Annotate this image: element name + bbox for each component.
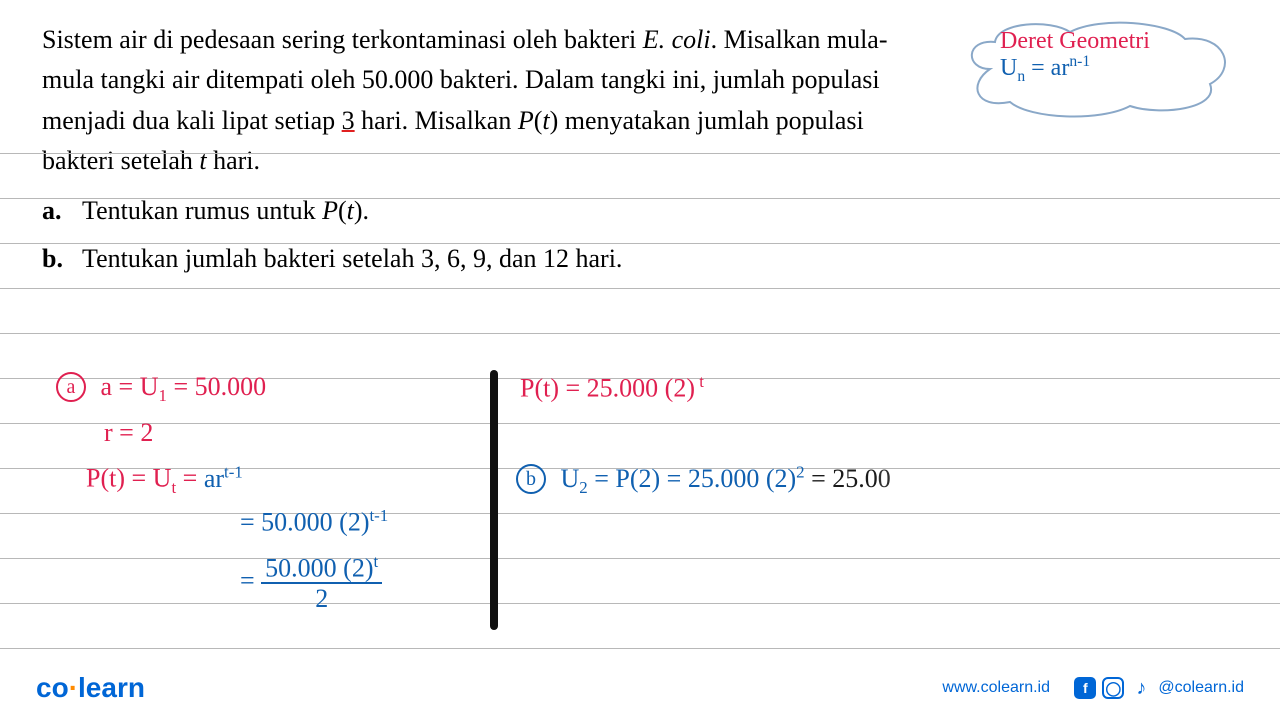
work-a-line5: = 50.000 (2)t 2 — [240, 554, 382, 612]
rule-line — [0, 423, 1280, 424]
cloud-line2: Un = arn-1 — [1000, 53, 1150, 86]
rule-line — [0, 513, 1280, 514]
rule-line — [0, 153, 1280, 154]
tiktok-icon[interactable]: ♪ — [1130, 677, 1152, 699]
concept-cloud: Deret Geometri Un = arn-1 — [960, 14, 1240, 114]
circle-b-icon: b — [516, 464, 546, 494]
work-result-pt: P(t) = 25.000 (2) t — [520, 372, 704, 404]
problem-text: Sistem air di pedesaan sering terkontami… — [42, 20, 932, 280]
work-a-line2: r = 2 — [104, 418, 153, 448]
work-b-line1: b U2 = P(2) = 25.000 (2)2 = 25.00 — [516, 462, 891, 498]
rule-line — [0, 243, 1280, 244]
item-b-label: b. — [42, 239, 64, 279]
instagram-icon[interactable]: ◯ — [1102, 677, 1124, 699]
colearn-logo: co·learn — [36, 672, 145, 704]
footer-handle[interactable]: @colearn.id — [1158, 679, 1244, 697]
column-divider — [490, 370, 498, 630]
cloud-line1: Deret Geometri — [1000, 28, 1150, 55]
work-a-line1: a a = U1 = 50.000 — [56, 372, 266, 406]
item-b-text: Tentukan jumlah bakteri setelah 3, 6, 9,… — [82, 239, 622, 279]
rule-line — [0, 603, 1280, 604]
rule-line — [0, 648, 1280, 649]
work-a-line4: = 50.000 (2)t-1 — [240, 506, 388, 538]
footer-url[interactable]: www.colearn.id — [942, 679, 1050, 697]
work-a-line3: P(t) = Ut = art-1 — [86, 462, 243, 498]
rule-line — [0, 288, 1280, 289]
rule-line — [0, 198, 1280, 199]
rule-line — [0, 558, 1280, 559]
problem-item-b: b. Tentukan jumlah bakteri setelah 3, 6,… — [42, 239, 932, 279]
circle-a-icon: a — [56, 372, 86, 402]
footer-socials: f ◯ ♪ @colearn.id — [1074, 677, 1244, 699]
facebook-icon[interactable]: f — [1074, 677, 1096, 699]
rule-line — [0, 333, 1280, 334]
footer: co·learn www.colearn.id f ◯ ♪ @colearn.i… — [0, 668, 1280, 708]
problem-body: Sistem air di pedesaan sering terkontami… — [42, 20, 932, 181]
